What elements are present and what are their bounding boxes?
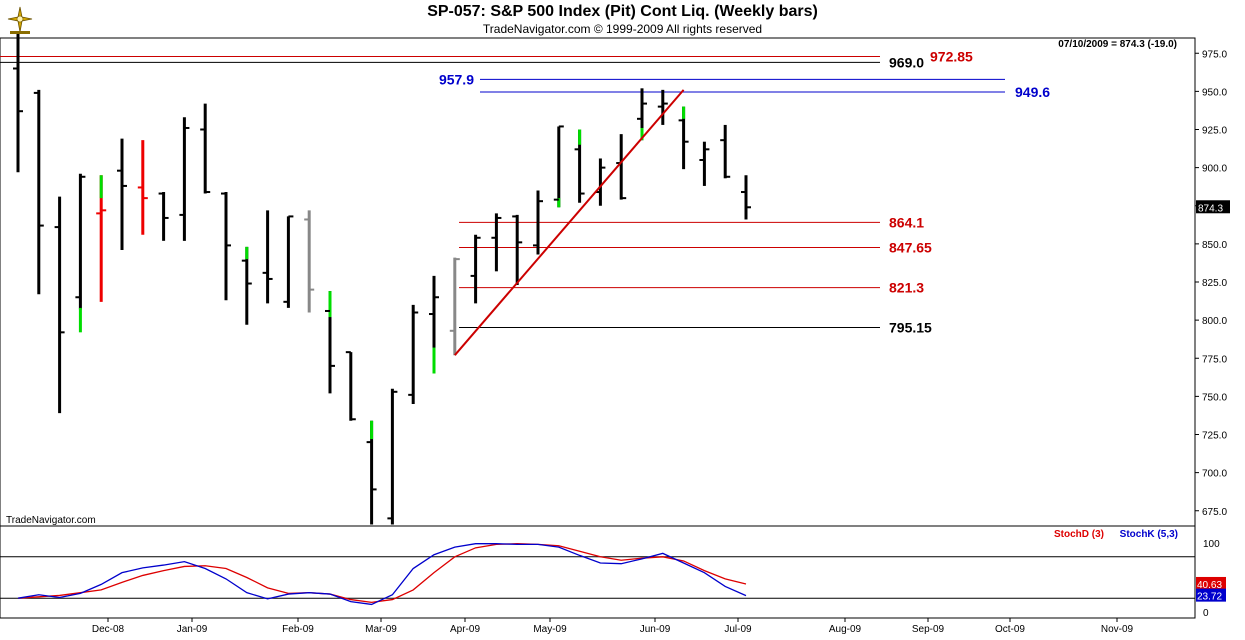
y-tick-label: 900.0 [1202, 164, 1227, 175]
last-price-label: 874.3 [1198, 203, 1223, 214]
y-tick-label: 950.0 [1202, 87, 1227, 98]
x-tick-label: Oct-09 [995, 624, 1025, 635]
y-tick-label: 700.0 [1202, 469, 1227, 480]
level-label: 969.0 [889, 54, 924, 70]
x-tick-label: Apr-09 [450, 624, 480, 635]
y-tick-label: 775.0 [1202, 354, 1227, 365]
stoch-last-label: 40.63 [1197, 580, 1222, 591]
x-tick-label: Dec-08 [92, 624, 125, 635]
trendline [454, 89, 685, 356]
last-price-badge [1196, 200, 1230, 214]
level-label: 972.85 [930, 49, 973, 65]
quote-line: 07/10/2009 = 874.3 (-19.0) [1058, 39, 1177, 50]
stoch-line [17, 543, 747, 606]
chart-title: SP-057: S&P 500 Index (Pit) Cont Liq. (W… [427, 3, 818, 20]
x-tick-label: Mar-09 [365, 624, 397, 635]
level-label: 821.3 [889, 280, 924, 296]
y-tick-label: 750.0 [1202, 392, 1227, 403]
level-label: 949.6 [1015, 84, 1050, 100]
price-bars [13, 33, 751, 525]
stoch-legend: StochK (5,3) [1120, 529, 1178, 540]
y-tick-label: 725.0 [1202, 431, 1227, 442]
y-tick-label: 675.0 [1202, 507, 1227, 518]
x-tick-label: Aug-09 [829, 624, 862, 635]
main-plot-frame [0, 37, 1196, 619]
stoch-tick-label: 0 [1203, 608, 1209, 619]
x-tick-label: Jul-09 [724, 624, 752, 635]
x-tick-label: Sep-09 [912, 624, 945, 635]
y-tick-label: 800.0 [1202, 316, 1227, 327]
y-tick-label: 825.0 [1202, 278, 1227, 289]
stoch-line [17, 543, 747, 603]
x-tick-label: Feb-09 [282, 624, 314, 635]
level-label: 957.9 [439, 71, 474, 87]
y-tick-label: 850.0 [1202, 240, 1227, 251]
x-tick-label: May-09 [533, 624, 567, 635]
stoch-last-badge [1196, 588, 1226, 602]
x-tick-label: Jun-09 [640, 624, 671, 635]
y-tick-label: 925.0 [1202, 126, 1227, 137]
level-label: 795.15 [889, 320, 932, 336]
level-label: 864.1 [889, 214, 924, 230]
stochastic-panel: 100 0 StochD (3) 40.63 StochK (5,3) 23.72 [0, 529, 1226, 619]
trade-navigator-logo [4, 4, 36, 36]
stoch-tick-label: 100 [1203, 539, 1220, 550]
stoch-legend: StochD (3) [1054, 529, 1104, 540]
watermark: TradeNavigator.com [6, 515, 96, 526]
x-tick-label: Jan-09 [177, 624, 208, 635]
stoch-last-badge [1196, 576, 1226, 590]
x-tick-label: Nov-09 [1101, 624, 1134, 635]
y-tick-label: 975.0 [1202, 49, 1227, 60]
trendline-segment [454, 89, 685, 356]
time-axis: Dec-08 Jan-09 Feb-09 Mar-09 Apr-09 May-09 Jun-… [92, 618, 1134, 635]
stoch-last-label: 23.72 [1197, 592, 1222, 603]
level-label: 847.65 [889, 239, 932, 255]
price-levels: 972.85 969.0 957.9 949.6 864.1 847.65 821.3 795… [0, 49, 1050, 336]
chart-subtitle: TradeNavigator.com © 1999-2009 All right… [482, 22, 763, 36]
price-axis: 675.0 700.0 725.0 750.0 775.0 800.0 825.0 850.0… [1195, 49, 1230, 518]
